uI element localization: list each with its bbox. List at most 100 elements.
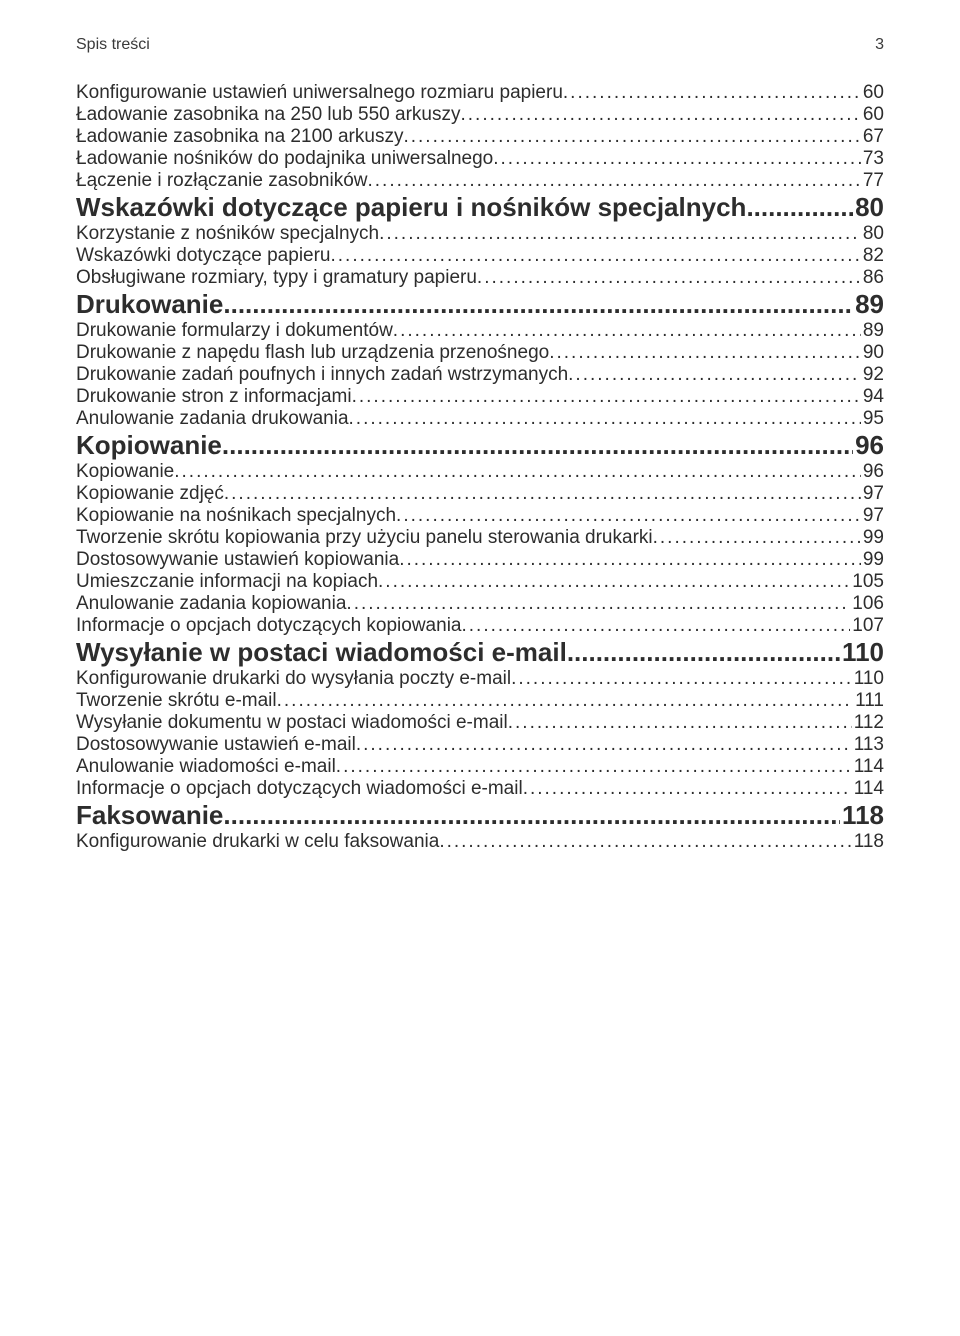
toc-entry: Drukowanie formularzy i dokumentów 89 — [76, 320, 884, 342]
toc-entry-label: Umieszczanie informacji na kopiach — [76, 571, 378, 593]
toc-entry-page: 89 — [861, 320, 884, 342]
toc-leader — [368, 170, 861, 192]
toc-entry: Anulowanie zadania drukowania 95 — [76, 408, 884, 430]
toc-entry-label: Dostosowywanie ustawień kopiowania — [76, 549, 399, 571]
toc-entry: Ładowanie zasobnika na 250 lub 550 arkus… — [76, 104, 884, 126]
toc-entry-label: Drukowanie stron z informacjami — [76, 386, 352, 408]
toc-leader — [653, 527, 861, 549]
toc-entry: Umieszczanie informacji na kopiach 105 — [76, 571, 884, 593]
toc-entry: Faksowanie 118 — [76, 800, 884, 831]
header-title: Spis treści — [76, 36, 150, 54]
toc-entry-label: Drukowanie z napędu flash lub urządzenia… — [76, 342, 549, 364]
toc-leader — [393, 320, 861, 342]
toc-leader — [396, 505, 861, 527]
toc-entry-label: Anulowanie zadania kopiowania — [76, 593, 346, 615]
toc-entry-page: 89 — [853, 289, 884, 320]
toc-leader — [336, 756, 852, 778]
toc-entry-label: Wskazówki dotyczące papieru — [76, 245, 331, 267]
toc-leader — [563, 82, 861, 104]
toc-entry-page: 105 — [850, 571, 884, 593]
toc-entry: Dostosowywanie ustawień kopiowania99 — [76, 549, 884, 571]
toc-leader — [508, 712, 852, 734]
header-page-number: 3 — [875, 36, 884, 54]
toc-entry-label: Kopiowanie zdjęć — [76, 483, 224, 505]
toc-entry-label: Tworzenie skrótu e-mail — [76, 690, 277, 712]
toc-entry-page: 114 — [852, 756, 884, 778]
toc-entry-label: Konfigurowanie ustawień uniwersalnego ro… — [76, 82, 563, 104]
toc-entry-label: Kopiowanie — [76, 430, 222, 461]
toc-entry-page: 97 — [861, 505, 884, 527]
toc-entry: Konfigurowanie ustawień uniwersalnego ro… — [76, 82, 884, 104]
toc-entry: Wysyłanie dokumentu w postaci wiadomości… — [76, 712, 884, 734]
toc-leader — [349, 408, 861, 430]
toc-entry-label: Wskazówki dotyczące papieru i nośników s… — [76, 192, 746, 223]
toc-entry-label: Anulowanie wiadomości e-mail — [76, 756, 336, 778]
toc-leader — [568, 364, 861, 386]
toc-leader — [223, 289, 853, 320]
toc-entry-label: Informacje o opcjach dotyczących kopiowa… — [76, 615, 461, 637]
toc-leader — [439, 831, 851, 853]
toc-leader — [352, 386, 861, 408]
toc-entry: Kopiowanie96 — [76, 461, 884, 483]
toc-leader — [461, 615, 850, 637]
toc-leader — [356, 734, 852, 756]
toc-entry-page: 92 — [861, 364, 884, 386]
toc-entry: Tworzenie skrótu kopiowania przy użyciu … — [76, 527, 884, 549]
toc-entry-label: Faksowanie — [76, 800, 223, 831]
toc-entry-page: 110 — [840, 637, 884, 668]
toc-leader — [746, 192, 853, 223]
toc-entry-page: 97 — [861, 483, 884, 505]
toc-leader — [511, 668, 852, 690]
toc-leader — [567, 637, 840, 668]
toc-entry-page: 99 — [861, 527, 884, 549]
toc-entry-label: Wysyłanie dokumentu w postaci wiadomości… — [76, 712, 508, 734]
toc-entry-label: Obsługiwane rozmiary, typy i gramatury p… — [76, 267, 477, 289]
toc-leader — [346, 593, 850, 615]
table-of-contents: Konfigurowanie ustawień uniwersalnego ro… — [76, 82, 884, 853]
toc-leader — [174, 461, 861, 483]
toc-entry-page: 107 — [850, 615, 884, 637]
toc-entry: Konfigurowanie drukarki w celu faksowani… — [76, 831, 884, 853]
toc-entry: Korzystanie z nośników specjalnych80 — [76, 223, 884, 245]
toc-entry-page: 111 — [853, 690, 884, 712]
toc-leader — [403, 126, 860, 148]
toc-entry: Kopiowanie96 — [76, 430, 884, 461]
toc-entry-label: Drukowanie — [76, 289, 223, 320]
toc-entry-label: Ładowanie nośników do podajnika uniwersa… — [76, 148, 493, 170]
toc-entry: Drukowanie stron z informacjami 94 — [76, 386, 884, 408]
toc-entry-page: 95 — [861, 408, 884, 430]
toc-entry-label: Drukowanie formularzy i dokumentów — [76, 320, 393, 342]
toc-entry-page: 86 — [861, 267, 884, 289]
toc-entry: Kopiowanie zdjęć 97 — [76, 483, 884, 505]
toc-leader — [523, 778, 852, 800]
toc-leader — [461, 104, 861, 126]
toc-entry: Ładowanie zasobnika na 2100 arkuszy67 — [76, 126, 884, 148]
toc-entry: Łączenie i rozłączanie zasobników77 — [76, 170, 884, 192]
toc-leader — [222, 430, 853, 461]
toc-entry: Drukowanie z napędu flash lub urządzenia… — [76, 342, 884, 364]
toc-leader — [223, 800, 840, 831]
toc-entry: Drukowanie zadań poufnych i innych zadań… — [76, 364, 884, 386]
toc-entry: Dostosowywanie ustawień e-mail113 — [76, 734, 884, 756]
toc-entry-page: 94 — [861, 386, 884, 408]
toc-entry-label: Konfigurowanie drukarki do wysyłania poc… — [76, 668, 511, 690]
toc-entry: Anulowanie wiadomości e-mail 114 — [76, 756, 884, 778]
toc-entry-label: Kopiowanie na nośnikach specjalnych — [76, 505, 396, 527]
toc-entry-page: 73 — [861, 148, 884, 170]
toc-entry: Kopiowanie na nośnikach specjalnych 97 — [76, 505, 884, 527]
toc-entry-page: 118 — [852, 831, 884, 853]
toc-entry: Tworzenie skrótu e-mail 111 — [76, 690, 884, 712]
toc-leader — [399, 549, 861, 571]
toc-entry: Wskazówki dotyczące papieru82 — [76, 245, 884, 267]
toc-leader — [224, 483, 861, 505]
toc-entry-label: Kopiowanie — [76, 461, 174, 483]
toc-leader — [277, 690, 853, 712]
toc-entry-label: Anulowanie zadania drukowania — [76, 408, 349, 430]
toc-entry: Informacje o opcjach dotyczących wiadomo… — [76, 778, 884, 800]
toc-entry-page: 118 — [840, 800, 884, 831]
toc-entry-label: Korzystanie z nośników specjalnych — [76, 223, 379, 245]
toc-entry-label: Wysyłanie w postaci wiadomości e-mail — [76, 637, 567, 668]
toc-entry-page: 60 — [861, 104, 884, 126]
toc-entry-page: 106 — [850, 593, 884, 615]
toc-entry-page: 114 — [852, 778, 884, 800]
